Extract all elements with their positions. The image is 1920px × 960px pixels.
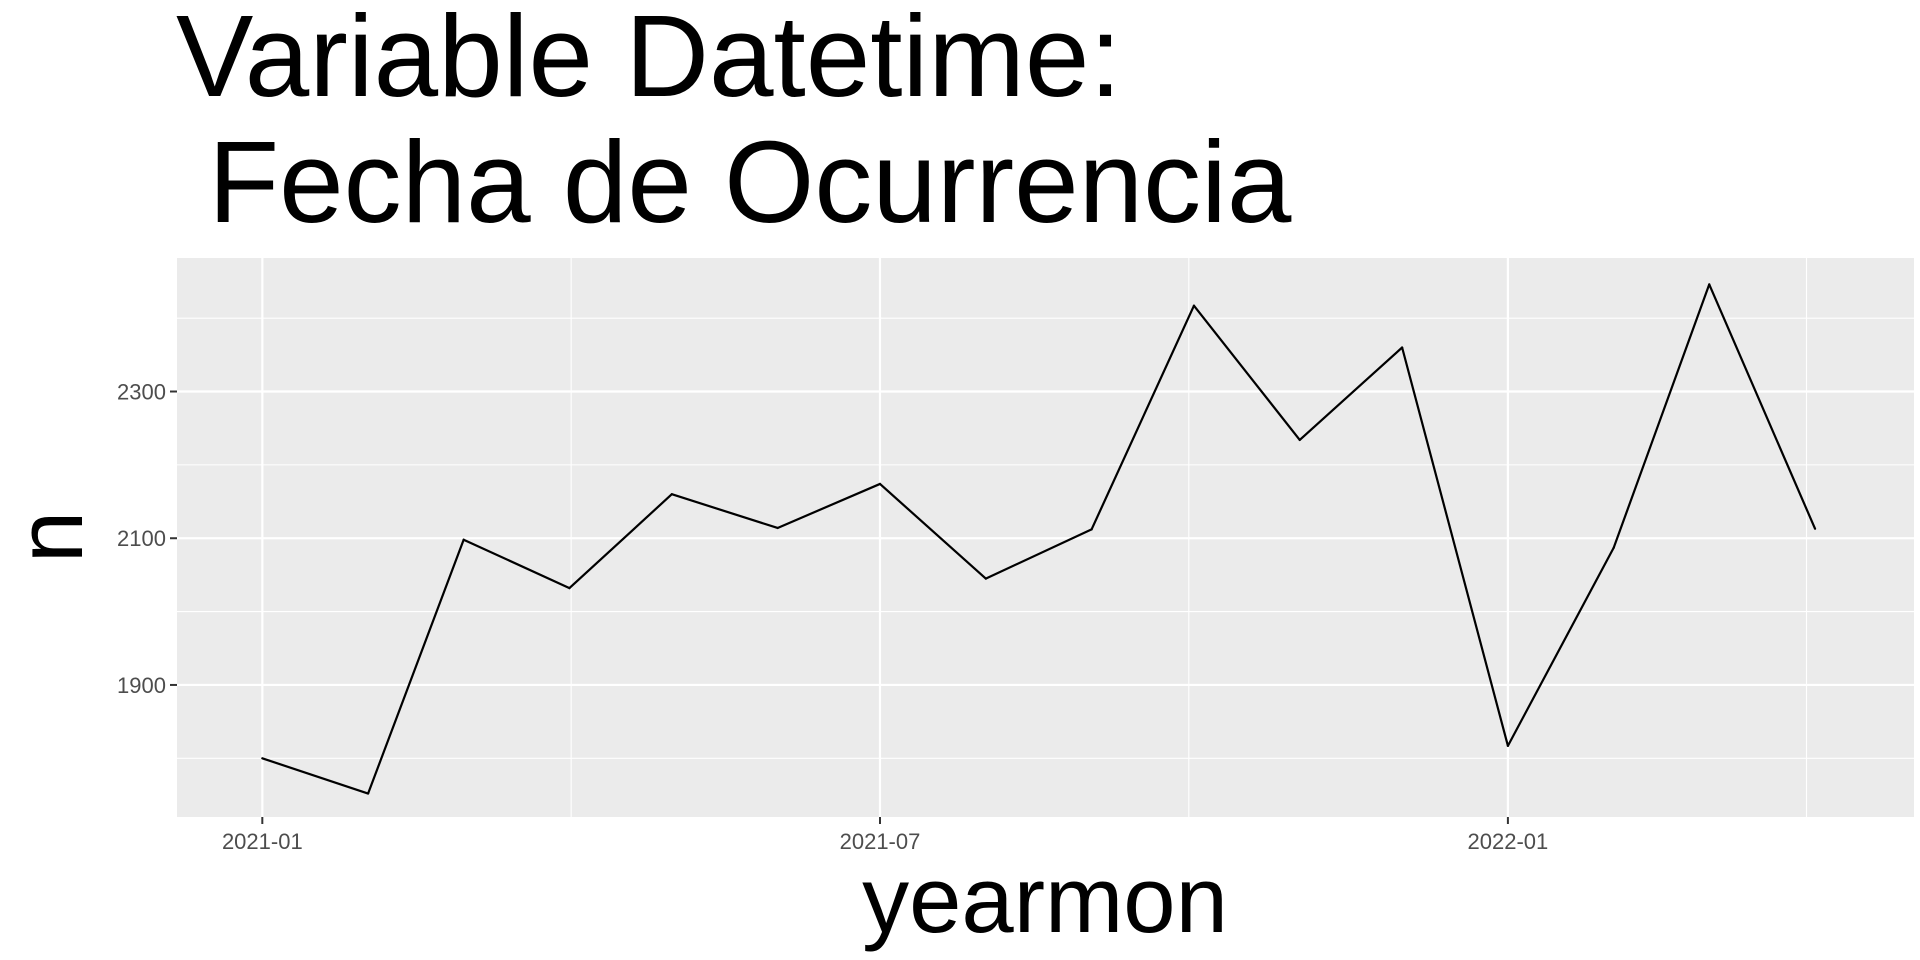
series-line-segment: [1401, 346, 1510, 747]
y-tick-label: 2100: [117, 526, 166, 551]
series-line-segment: [568, 493, 673, 590]
series-line-segment: [1612, 283, 1711, 549]
series-line-segment: [984, 528, 1093, 580]
y-axis: 1900 2100 2300: [117, 380, 177, 698]
series-line-segment: [462, 538, 571, 590]
major-gridlines: [177, 258, 1914, 817]
x-tick-label: 2021-07: [840, 829, 921, 854]
series-line-segment: [1298, 346, 1404, 442]
series-line-segment: [1192, 304, 1301, 442]
series-line-segment: [776, 482, 882, 530]
y-tick-label: 2300: [117, 380, 166, 405]
series-line-segment: [670, 493, 779, 530]
y-axis-title: n: [0, 511, 102, 563]
series-line-segment: [1090, 304, 1196, 531]
series-line-segment: [367, 538, 465, 795]
series-line-segment: [1506, 546, 1615, 747]
chart-title-line-2: Fecha de Ocurrencia: [176, 117, 1292, 247]
series-line-segment: [878, 482, 987, 580]
x-axis: 2021-01 2021-07 2022-01: [222, 817, 1548, 854]
series-layer: [261, 283, 1817, 795]
minor-gridlines: [177, 258, 1914, 817]
x-tick-label: 2022-01: [1468, 829, 1549, 854]
chart-title-line-1: Variable Datetime:: [176, 0, 1122, 121]
series-line-segment: [261, 757, 370, 795]
series-line-segment: [1708, 283, 1817, 530]
x-tick-label: 2021-01: [222, 829, 303, 854]
x-axis-title: yearmon: [862, 847, 1228, 952]
y-tick-label: 1900: [117, 673, 166, 698]
